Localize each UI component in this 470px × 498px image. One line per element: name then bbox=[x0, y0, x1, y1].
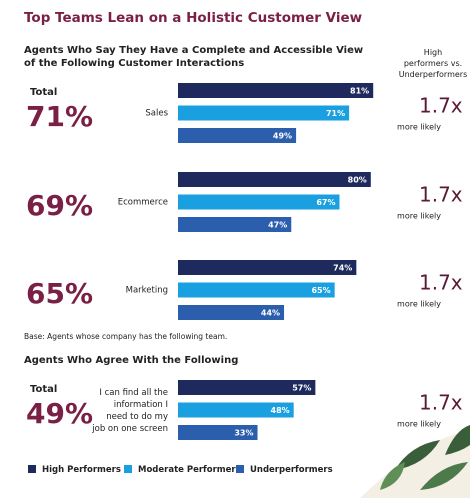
leaf bbox=[395, 440, 440, 470]
base-note: Base: Agents whose company has the follo… bbox=[24, 332, 227, 341]
bar bbox=[178, 172, 371, 187]
legend-label: Moderate Performers bbox=[138, 465, 241, 475]
legend-swatch bbox=[124, 465, 132, 473]
legend-swatch bbox=[28, 465, 36, 473]
legend-label: High Performers bbox=[42, 465, 121, 475]
value-label: 71% bbox=[326, 109, 345, 118]
total-value: 69% bbox=[26, 189, 93, 222]
bar bbox=[178, 194, 340, 210]
multiplier: 1.7x bbox=[419, 183, 463, 207]
bar bbox=[178, 83, 374, 98]
bar bbox=[178, 305, 285, 320]
value-label: 44% bbox=[261, 309, 280, 318]
value-label: 47% bbox=[268, 221, 287, 230]
value-label: 48% bbox=[271, 406, 290, 415]
plant-decoration bbox=[360, 425, 470, 498]
multiplier-note: more likely bbox=[397, 420, 441, 429]
multiplier-note: more likely bbox=[397, 300, 441, 309]
bar bbox=[178, 217, 292, 232]
value-label: 81% bbox=[350, 87, 369, 96]
category-label: Ecommerce bbox=[118, 198, 168, 208]
value-label: 57% bbox=[292, 384, 311, 393]
legend-swatch bbox=[236, 465, 244, 473]
chart-subtitle: Agents Who Agree With the Following bbox=[24, 355, 238, 366]
legend-label: Underperformers bbox=[250, 465, 333, 475]
value-label: 65% bbox=[311, 286, 330, 295]
total-value: 49% bbox=[26, 397, 93, 430]
bar bbox=[178, 260, 357, 275]
multiplier: 1.7x bbox=[419, 94, 463, 118]
category-label: Marketing bbox=[126, 286, 168, 296]
value-label: 33% bbox=[234, 429, 253, 438]
multiplier: 1.7x bbox=[419, 271, 463, 295]
leaf bbox=[445, 425, 470, 455]
multiplier-note: more likely bbox=[397, 212, 441, 221]
multiplier: 1.7x bbox=[419, 391, 463, 415]
leaf bbox=[380, 462, 405, 490]
total-label: Total bbox=[30, 87, 57, 98]
total-value: 71% bbox=[26, 100, 93, 133]
value-label: 80% bbox=[348, 176, 367, 185]
total-label: Total bbox=[30, 384, 57, 395]
bar bbox=[178, 402, 294, 418]
bar bbox=[178, 380, 316, 395]
bar bbox=[178, 282, 335, 298]
bar bbox=[178, 128, 297, 143]
leaf bbox=[420, 462, 468, 490]
value-label: 49% bbox=[273, 132, 292, 141]
value-label: 74% bbox=[333, 264, 352, 273]
total-value: 65% bbox=[26, 277, 93, 310]
chart-subtitle: Agents Who Say They Have a Complete and … bbox=[24, 45, 363, 69]
value-label: 67% bbox=[316, 198, 335, 207]
comparison-header: High performers vs. Underperformers bbox=[399, 48, 468, 79]
page-title: Top Teams Lean on a Holistic Customer Vi… bbox=[24, 10, 362, 26]
bar bbox=[178, 105, 350, 121]
category-label: Sales bbox=[145, 109, 168, 119]
multiplier-note: more likely bbox=[397, 123, 441, 132]
bar bbox=[178, 425, 258, 440]
